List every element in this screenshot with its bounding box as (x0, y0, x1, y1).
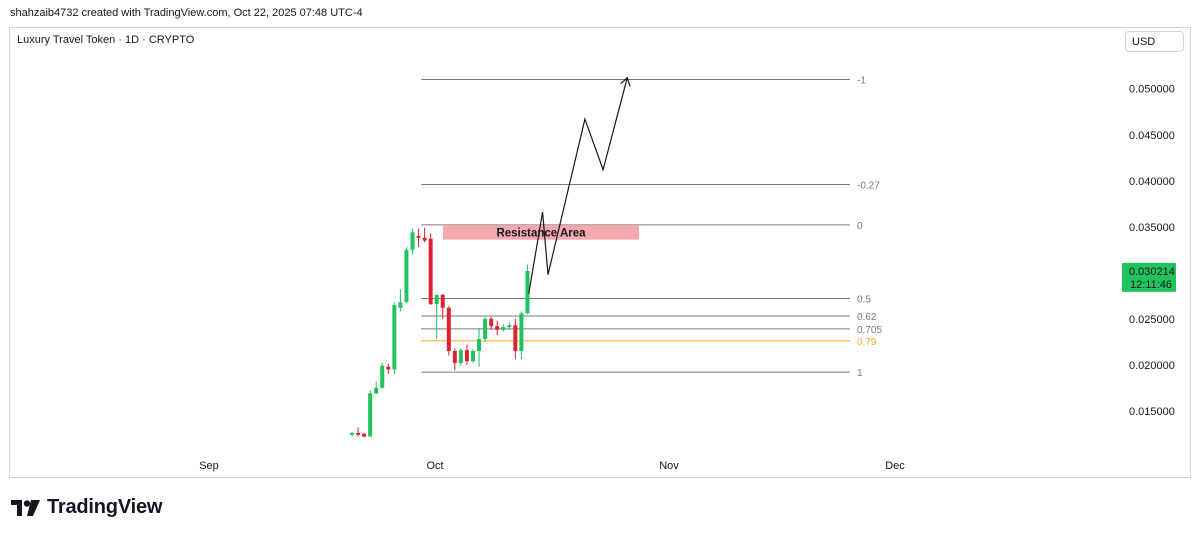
resistance-label: Resistance Area (496, 227, 586, 239)
candle-body (440, 294, 445, 308)
price-tick-label: 0.020000 (1129, 360, 1175, 372)
candle-body (428, 238, 433, 305)
candle-body (380, 365, 385, 388)
candle-body (464, 350, 469, 362)
candle-body (483, 318, 488, 340)
price-tag-box (1122, 262, 1176, 292)
candle-body (471, 351, 475, 362)
fib-label: 0.62 (857, 312, 877, 323)
candle-body (398, 302, 403, 308)
projection-arrowhead (620, 76, 631, 87)
candle-body (386, 366, 391, 370)
candle-body (489, 318, 494, 327)
candle-body (404, 249, 409, 303)
price-tick-label: 0.040000 (1129, 176, 1175, 188)
price-tag-value: 0.030214 (1129, 266, 1175, 278)
candle-body (368, 393, 373, 437)
currency-button[interactable]: USD (1125, 31, 1184, 52)
price-tick-label: 0.045000 (1129, 130, 1175, 142)
candle-body (374, 387, 379, 394)
time-tick-label: Oct (426, 460, 443, 472)
candle-body (507, 325, 512, 328)
chart-panel[interactable] (9, 27, 1191, 478)
candle-body (392, 304, 397, 370)
fib-label: -1 (857, 76, 866, 87)
time-axis[interactable]: Sep Oct Nov Dec (199, 460, 905, 472)
price-tick-label: 0.035000 (1129, 222, 1175, 234)
resistance-area[interactable]: Resistance Area (443, 224, 639, 240)
candle-body (362, 433, 367, 437)
candles (350, 227, 530, 438)
candle-body (446, 307, 451, 352)
candle-body (501, 327, 506, 330)
candle-body (452, 351, 457, 363)
candle-body (410, 232, 415, 250)
candle-body (422, 237, 427, 241)
candle-body (350, 432, 354, 435)
price-tag-countdown: 12:11:46 (1130, 279, 1172, 291)
candle-body (525, 270, 530, 314)
candle-body (477, 339, 482, 352)
candle-body (434, 294, 439, 305)
fib-label: 0.5 (857, 295, 871, 306)
fib-label: 0 (857, 221, 863, 232)
chart-credit-line: shahzaib4732 created with TradingView.co… (10, 7, 363, 19)
tradingview-logo[interactable]: TradingView (11, 496, 162, 519)
price-tick-label: 0.025000 (1129, 314, 1175, 326)
candle-body (458, 350, 463, 363)
time-tick-label: Dec (885, 460, 905, 472)
candle-body (519, 313, 524, 352)
time-tick-label: Nov (659, 460, 679, 472)
price-axis[interactable]: 0.0150000.0200000.0250000.0300000.035000… (1129, 84, 1175, 418)
price-tick-label: 0.050000 (1129, 84, 1175, 96)
candle-body (416, 235, 421, 238)
symbol-info[interactable]: Luxury Travel Token · 1D · CRYPTO (17, 34, 195, 46)
fib-label: -0.27 (857, 180, 880, 191)
fib-label: 0.705 (857, 325, 882, 336)
fib-label: 1 (857, 368, 863, 379)
candle-body (495, 326, 500, 330)
candle-body (513, 325, 518, 352)
resistance-box (443, 224, 639, 240)
brand-wordmark: TradingView (47, 496, 163, 518)
candle-body (356, 432, 361, 435)
projection-line (528, 77, 628, 295)
projection-path[interactable] (528, 76, 631, 295)
fib-label: 0.79 (857, 337, 877, 348)
price-tick-label: 0.015000 (1129, 406, 1175, 418)
time-tick-label: Sep (199, 460, 219, 472)
tradingview-logo-icon (11, 499, 40, 516)
